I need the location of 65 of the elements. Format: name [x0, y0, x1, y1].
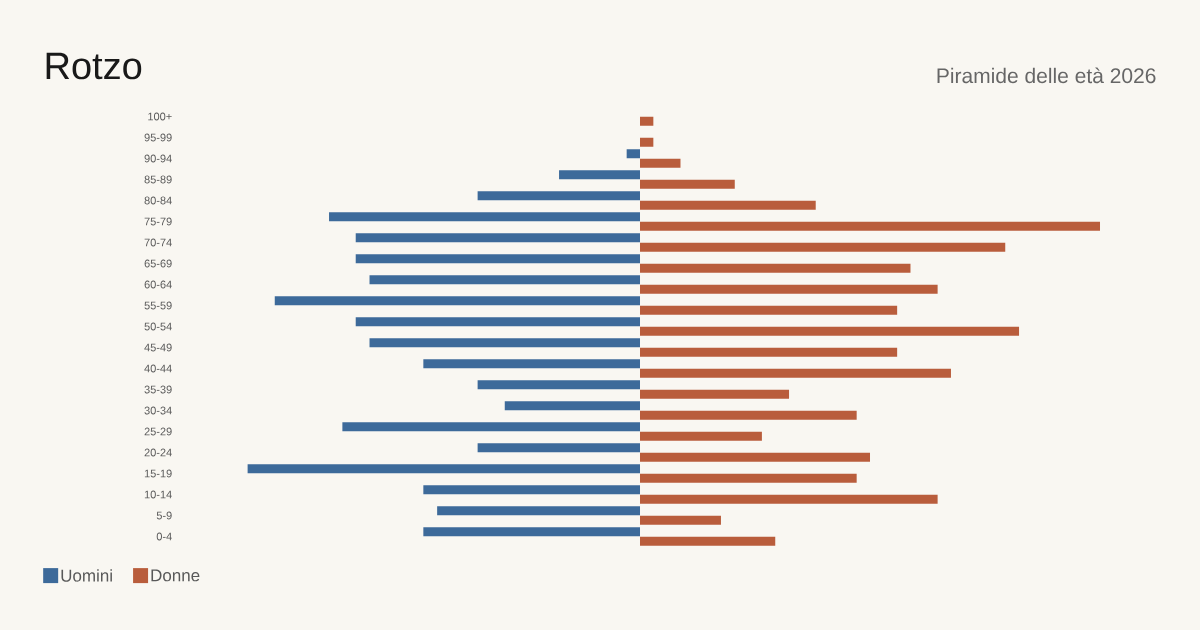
y-tick-label: 50-54	[144, 322, 172, 331]
y-tick-label: 40-44	[144, 364, 172, 373]
y-tick-label: 30-34	[144, 406, 172, 415]
legend-label: Uomini	[61, 569, 112, 582]
bar	[477, 443, 640, 453]
bar	[342, 422, 640, 432]
bar	[504, 401, 640, 411]
y-tick-label: 35-39	[144, 385, 172, 394]
bar	[423, 485, 640, 495]
y-tick-label: 70-74	[144, 238, 172, 247]
bar	[640, 452, 870, 462]
legend-label: Donne	[151, 569, 200, 582]
bar	[329, 212, 640, 222]
y-tick-label: 15-19	[144, 469, 172, 478]
bar	[640, 431, 762, 441]
y-tick-label: 80-84	[144, 196, 172, 205]
bar	[640, 326, 1020, 336]
chart-subtitle: Piramide delle età 2026	[937, 67, 1156, 84]
bar	[640, 473, 857, 483]
bar	[640, 284, 938, 294]
bar	[274, 296, 640, 306]
bar	[355, 317, 640, 327]
bar	[640, 494, 938, 504]
bar	[477, 191, 640, 201]
bar	[640, 389, 790, 399]
bar	[369, 338, 640, 348]
bar	[477, 380, 640, 390]
bar	[640, 158, 681, 168]
bar	[423, 359, 640, 369]
y-tick-label: 85-89	[144, 175, 172, 184]
bar	[640, 200, 816, 210]
y-tick-label: 60-64	[144, 280, 172, 289]
bar	[640, 410, 857, 420]
bar	[640, 368, 951, 378]
bar	[640, 305, 898, 315]
bar	[559, 170, 640, 180]
bar	[640, 137, 654, 147]
bar	[369, 275, 640, 285]
bar	[640, 116, 654, 126]
y-tick-label: 25-29	[144, 427, 172, 436]
bar	[640, 179, 735, 189]
bar	[355, 254, 640, 264]
bar	[626, 149, 640, 159]
y-tick-label: 100+	[148, 112, 172, 121]
chart-title: Rotzo	[46, 52, 142, 80]
bar	[640, 515, 721, 525]
y-tick-label: 20-24	[144, 448, 172, 457]
y-tick-label: 5-9	[156, 511, 172, 520]
y-tick-label: 45-49	[144, 343, 172, 352]
y-tick-label: 55-59	[144, 301, 172, 310]
bar	[640, 536, 776, 546]
y-tick-label: 90-94	[144, 154, 172, 163]
bar	[640, 221, 1101, 231]
bar	[437, 506, 640, 516]
bar	[423, 527, 640, 537]
y-tick-label: 75-79	[144, 217, 172, 226]
bar	[247, 464, 640, 474]
y-tick-label: 10-14	[144, 490, 172, 499]
y-tick-label: 0-4	[156, 532, 172, 541]
bar	[640, 347, 898, 357]
bar	[355, 233, 640, 243]
bar	[640, 263, 911, 273]
bar	[640, 242, 1006, 252]
y-tick-label: 65-69	[144, 259, 172, 268]
y-tick-label: 95-99	[144, 133, 172, 142]
